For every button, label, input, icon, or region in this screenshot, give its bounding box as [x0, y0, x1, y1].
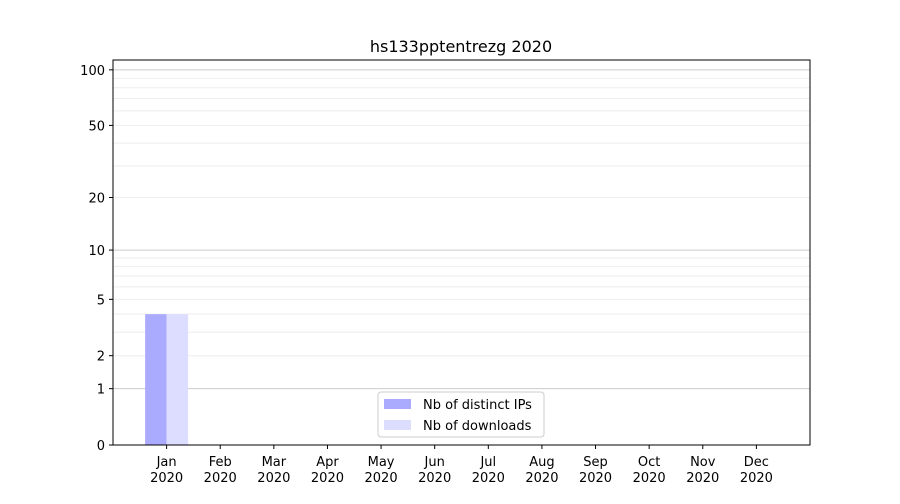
- y-tick-label: 2: [97, 350, 105, 365]
- y-tick-label: 1: [97, 383, 105, 398]
- legend-box: [377, 391, 545, 438]
- bar-distinct-ips: [145, 314, 167, 445]
- chart-title: hs133pptentrezg 2020: [370, 37, 552, 56]
- legend: Nb of distinct IPs Nb of downloads: [377, 391, 545, 438]
- legend-label: Nb of downloads: [423, 419, 532, 434]
- x-tick-label: Mar 2020: [257, 455, 290, 486]
- x-tick-label: Apr 2020: [311, 455, 344, 486]
- y-tick-label: 5: [97, 293, 105, 308]
- legend-swatch: [384, 399, 411, 409]
- x-tick-label: Jan 2020: [150, 455, 183, 486]
- x-tick-label: Jul 2020: [472, 455, 505, 486]
- y-tick-label: 50: [88, 119, 105, 134]
- y-tick-label: 0: [97, 439, 105, 454]
- y-tick-label: 100: [80, 64, 105, 79]
- y-tick-label: 20: [88, 192, 105, 207]
- x-tick-label: Aug 2020: [525, 455, 558, 486]
- x-tick-label: Sep 2020: [579, 455, 612, 486]
- bar-downloads: [166, 314, 189, 445]
- x-tick-label: Jun 2020: [418, 455, 451, 486]
- plot-frame: [112, 59, 811, 446]
- legend-label: Nb of distinct IPs: [423, 398, 532, 413]
- x-tick-label: Nov 2020: [686, 455, 719, 486]
- y-tick-label: 10: [88, 244, 105, 259]
- x-tick-label: Oct 2020: [633, 455, 666, 486]
- x-tick-label: May 2020: [365, 455, 398, 486]
- x-tick-label: Dec 2020: [740, 455, 773, 486]
- x-tick-label: Feb 2020: [204, 455, 237, 486]
- legend-swatch: [384, 420, 411, 430]
